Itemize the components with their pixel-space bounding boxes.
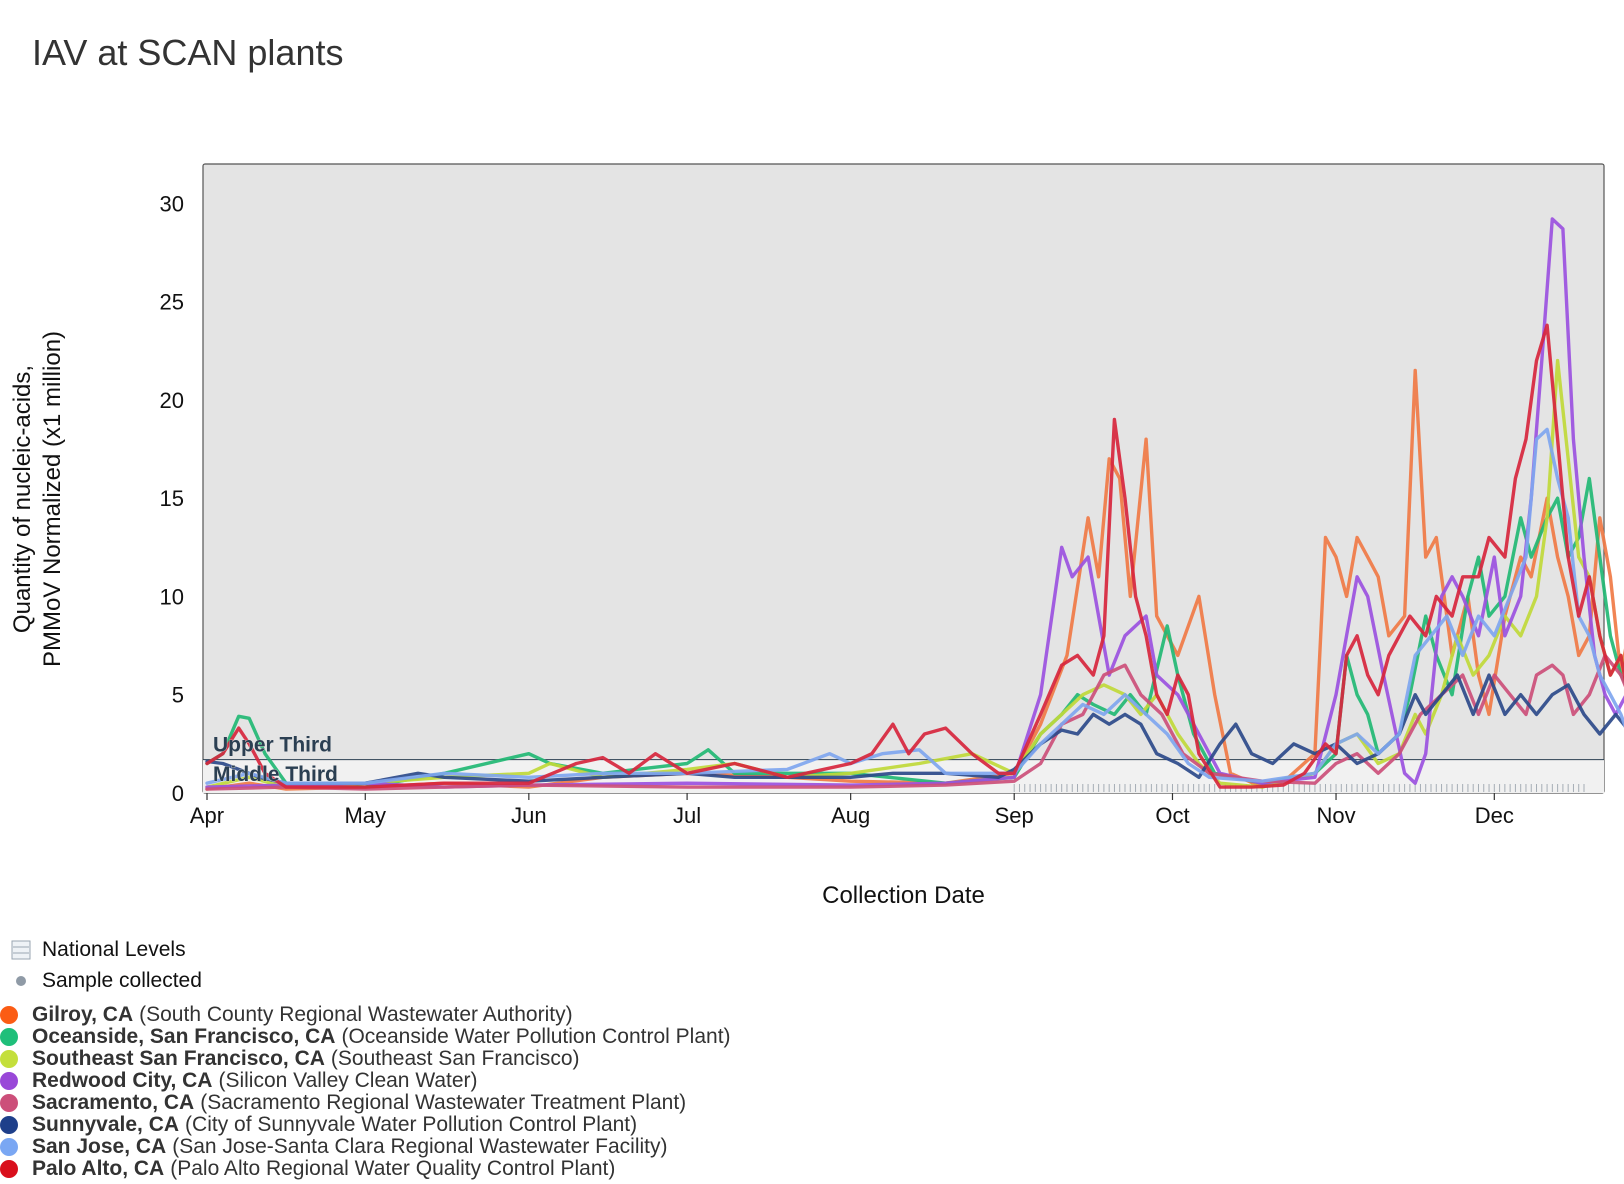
legend-site-item[interactable]: Palo Alto, CA (Palo Alto Regional Water Q… [0, 1157, 731, 1180]
y-tick-label: 30 [160, 191, 184, 216]
x-axis-title: Collection Date [822, 882, 985, 909]
site-facility: (Palo Alto Regional Water Quality Contro… [170, 1157, 616, 1180]
national-levels-icon [8, 940, 34, 960]
x-tick-label: Oct [1155, 803, 1189, 828]
band-label-upper-third: Upper Third [213, 734, 332, 757]
legend-site-item[interactable]: Sunnyvale, CA (City of Sunnyvale Water Po… [0, 1113, 731, 1136]
sample-collected-label: Sample collected [42, 968, 202, 992]
site-facility: (Sacramento Regional Wastewater Treatmen… [200, 1091, 687, 1114]
site-color-dot [0, 1116, 18, 1134]
legend-site-item[interactable]: Southeast San Francisco, CA (Southeast Sa… [0, 1047, 731, 1070]
legend-keys: National Levels Sample collected [8, 934, 202, 996]
y-tick-label: 0 [172, 781, 184, 806]
legend-sample-collected[interactable]: Sample collected [8, 965, 202, 996]
axes: 0 5 10 15 20 25 30 Apr May Jun Jul Aug Sep Oct Nov Dec C… [9, 191, 1514, 909]
series-line [205, 323, 1624, 789]
sample-collected-marks [1013, 784, 1585, 792]
plot-area: Upper Third Middle Third [202, 163, 1624, 794]
x-tick-label: Apr [190, 803, 224, 828]
site-color-dot [0, 1028, 18, 1046]
legend-site-item[interactable]: Redwood City, CA (Silicon Valley Clean Wa… [0, 1069, 731, 1092]
site-color-dot [0, 1138, 18, 1156]
legend-site-item[interactable]: San Jose, CA (San Jose-Santa Clara Region… [0, 1135, 731, 1158]
series-line [205, 653, 1624, 791]
site-name: Gilroy, CA [32, 1003, 134, 1026]
site-name: Sacramento, CA [32, 1091, 195, 1114]
sample-dot-icon [8, 975, 34, 987]
y-tick-label: 20 [160, 388, 184, 413]
x-tick-label: Dec [1475, 803, 1514, 828]
y-tick-label: 10 [160, 584, 184, 609]
x-tick-label: Jul [673, 803, 701, 828]
site-name: San Jose, CA [32, 1135, 167, 1158]
site-name: Southeast San Francisco, CA [32, 1047, 325, 1070]
site-facility: (South County Regional Wastewater Author… [139, 1003, 573, 1026]
series-line [205, 673, 1624, 785]
legend-national-levels[interactable]: National Levels [8, 934, 202, 965]
y-tick-label: 15 [160, 486, 184, 511]
y-axis-title-line: Quantity of nucleic-acids, [9, 365, 36, 633]
site-facility: (San Jose-Santa Clara Regional Wastewate… [172, 1135, 668, 1158]
legend-site-item[interactable]: Sacramento, CA (Sacramento Regional Waste… [0, 1091, 731, 1114]
y-axis-title-line: PMMoV Normalized (x1 million) [39, 331, 66, 667]
site-facility: (Oceanside Water Pollution Control Plant… [341, 1025, 731, 1048]
y-axis-title: Quantity of nucleic-acids, PMMoV Normaliz… [9, 331, 66, 667]
national-levels-label: National Levels [42, 937, 186, 961]
series-line [205, 368, 1624, 791]
site-color-dot [0, 1072, 18, 1090]
x-tick-label: Aug [831, 803, 870, 828]
chart-title: IAV at SCAN plants [32, 32, 344, 73]
x-tick-label: Nov [1316, 803, 1355, 828]
legend-sites: Gilroy, CA (South County Regional Wastewa… [0, 1003, 731, 1180]
site-color-dot [0, 1160, 18, 1178]
site-color-dot [0, 1094, 18, 1112]
site-name: Redwood City, CA [32, 1069, 213, 1092]
site-facility: (Southeast San Francisco) [330, 1047, 580, 1070]
site-color-dot [0, 1050, 18, 1068]
band-label-middle-third: Middle Third [213, 763, 338, 786]
y-tick-label: 25 [160, 290, 184, 315]
site-name: Palo Alto, CA [32, 1157, 165, 1180]
plot-background [202, 163, 1605, 794]
x-tick-label: May [344, 803, 386, 828]
y-tick-label: 5 [172, 683, 184, 708]
site-color-dot [0, 1006, 18, 1024]
legend-site-item[interactable]: Oceanside, San Francisco, CA (Oceanside W… [0, 1025, 731, 1048]
site-facility: (City of Sunnyvale Water Pollution Contr… [185, 1113, 638, 1136]
site-facility: (Silicon Valley Clean Water) [218, 1069, 478, 1092]
site-name: Sunnyvale, CA [32, 1113, 180, 1136]
x-tick-label: Sep [995, 803, 1034, 828]
site-name: Oceanside, San Francisco, CA [32, 1025, 336, 1048]
legend-site-item[interactable]: Gilroy, CA (South County Regional Wastewa… [0, 1003, 731, 1026]
x-tick-label: Jun [511, 803, 546, 828]
